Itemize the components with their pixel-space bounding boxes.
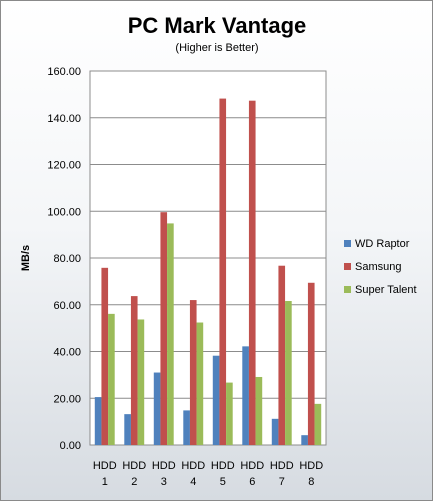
y-axis-label: MB/s (20, 245, 32, 271)
y-tick-label: 20.00 (53, 393, 81, 405)
bar-wd-raptor-hdd-6 (242, 346, 249, 445)
x-category-label-top: HDD (299, 460, 323, 472)
x-category-label-bottom: 8 (308, 476, 314, 488)
bar-samsung-hdd-8 (307, 282, 315, 445)
bar-super-talent-hdd-6 (255, 376, 263, 445)
y-tick-labels: 0.00 20.00 40.00 60.00 80.00 100.00 120.00 140.… (47, 66, 81, 452)
x-category-label-top: HDD (270, 460, 294, 472)
y-tick-label: 120.00 (47, 160, 81, 172)
legend: WD Raptor Samsung Super Talent (344, 238, 417, 296)
legend-label: WD Raptor (355, 238, 410, 250)
legend-swatch (344, 263, 351, 270)
legend-swatch (344, 240, 351, 247)
bar-super-talent-hdd-5 (226, 382, 233, 445)
x-category-label-bottom: 4 (190, 476, 196, 488)
bar-super-talent-hdd-8 (314, 403, 322, 445)
x-category-label-bottom: 5 (220, 476, 226, 488)
y-tick-label: 80.00 (53, 253, 81, 265)
bar-samsung-hdd-4 (189, 300, 197, 445)
x-category-label-top: HDD (152, 460, 176, 472)
bar-wd-raptor-hdd-4 (183, 410, 190, 445)
x-category-label-top: HDD (93, 460, 117, 472)
bar-super-talent-hdd-7 (285, 301, 292, 445)
bar-samsung-hdd-7 (278, 265, 286, 445)
bar-super-talent-hdd-1 (108, 313, 115, 445)
bar-wd-raptor-hdd-8 (301, 435, 308, 445)
y-tick-label: 100.00 (47, 206, 81, 218)
bar-wd-raptor-hdd-2 (124, 414, 131, 445)
bar-wd-raptor-hdd-3 (153, 372, 161, 445)
chart-title: PC Mark Vantage (128, 13, 307, 38)
bar-super-talent-hdd-3 (167, 223, 174, 445)
bar-wd-raptor-hdd-5 (212, 355, 220, 445)
bar-wd-raptor-hdd-7 (271, 418, 279, 445)
chart-subtitle: (Higher is Better) (175, 42, 258, 54)
x-category-label-bottom: 2 (131, 476, 137, 488)
legend-swatch (344, 286, 351, 293)
y-tick-label: 140.00 (47, 113, 81, 125)
y-tick-label: 40.00 (53, 347, 81, 359)
y-tick-label: 0.00 (60, 440, 81, 452)
bar-samsung-hdd-3 (160, 212, 168, 445)
y-tick-label: 60.00 (53, 300, 81, 312)
x-category-label-top: HDD (122, 460, 146, 472)
x-category-label-top: HDD (240, 460, 264, 472)
y-tick-label: 160.00 (47, 66, 81, 78)
bar-samsung-hdd-6 (248, 100, 256, 445)
bar-samsung-hdd-1 (101, 267, 109, 445)
x-category-label-bottom: 1 (102, 476, 108, 488)
bars (94, 98, 322, 446)
x-category-label-bottom: 6 (249, 476, 255, 488)
bar-samsung-hdd-2 (130, 296, 138, 445)
x-category-label-bottom: 7 (279, 476, 285, 488)
bar-wd-raptor-hdd-1 (94, 397, 102, 445)
bar-super-talent-hdd-2 (137, 319, 145, 445)
bar-super-talent-hdd-4 (196, 322, 204, 445)
bar-samsung-hdd-5 (219, 98, 227, 446)
x-category-labels: HDD 1 HDD 2 HDD 3 HDD 4 HDD 5 HDD 6 HDD 7 HDD 8 (93, 460, 323, 488)
legend-label: Super Talent (355, 284, 417, 296)
x-category-label-bottom: 3 (161, 476, 167, 488)
legend-label: Samsung (355, 261, 401, 273)
x-category-label-top: HDD (181, 460, 205, 472)
x-category-label-top: HDD (211, 460, 235, 472)
